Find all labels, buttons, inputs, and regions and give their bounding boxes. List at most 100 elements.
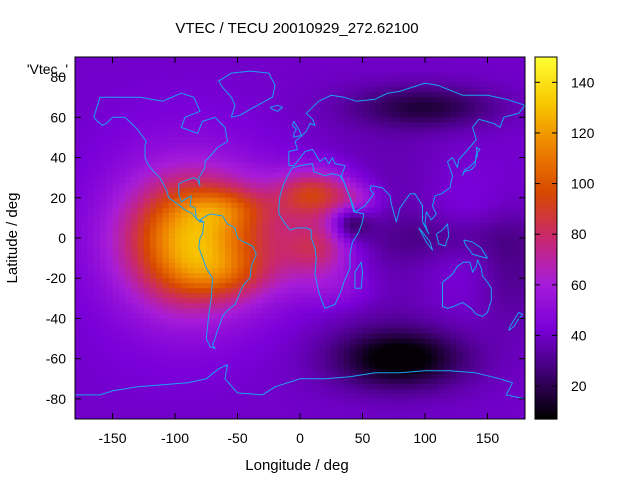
heatmap-cell <box>443 77 451 83</box>
heatmap-cell <box>356 87 364 93</box>
heatmap-cell <box>393 323 401 330</box>
heatmap-cell <box>425 167 432 174</box>
heatmap-cell <box>187 72 195 78</box>
heatmap-cell <box>268 328 276 335</box>
heatmap-cell <box>143 152 151 159</box>
heatmap-cell <box>312 127 320 134</box>
heatmap-cell <box>462 298 470 304</box>
heatmap-cell <box>443 192 451 199</box>
heatmap-cell <box>293 358 301 365</box>
heatmap-cell <box>412 102 420 108</box>
heatmap-cell <box>143 248 151 254</box>
heatmap-cell <box>425 202 432 209</box>
heatmap-cell <box>356 72 364 78</box>
heatmap-cell <box>368 212 376 219</box>
heatmap-cell <box>131 353 139 360</box>
heatmap-cell <box>143 107 151 113</box>
heatmap-cell <box>356 127 364 134</box>
heatmap-cell <box>143 278 151 284</box>
heatmap-cell <box>425 67 432 73</box>
heatmap-cell <box>456 167 464 174</box>
heatmap-cell <box>431 398 439 405</box>
heatmap-cell <box>268 333 276 340</box>
heatmap-cell <box>287 72 295 78</box>
heatmap-cell <box>393 132 401 139</box>
heatmap-cell <box>443 112 451 118</box>
heatmap-cell <box>318 222 326 229</box>
heatmap-cell <box>87 268 95 274</box>
heatmap-cell <box>493 232 501 239</box>
heatmap-cell <box>112 258 120 264</box>
heatmap-cell <box>412 207 420 214</box>
heatmap-cell <box>337 87 345 93</box>
heatmap-cell <box>406 398 414 405</box>
heatmap-cell <box>500 202 507 209</box>
heatmap-cell <box>425 323 432 330</box>
heatmap-cell <box>331 388 339 395</box>
heatmap-cell <box>193 293 201 299</box>
heatmap-cell <box>187 373 195 380</box>
heatmap-cell <box>181 202 189 209</box>
heatmap-cell <box>168 227 176 234</box>
heatmap-cell <box>331 358 339 365</box>
heatmap-cell <box>500 368 507 375</box>
heatmap-cell <box>418 323 426 330</box>
heatmap-cell <box>306 268 314 274</box>
heatmap-cell <box>200 57 207 63</box>
heatmap-cell <box>500 152 507 159</box>
heatmap-cell <box>468 258 476 264</box>
heatmap-cell <box>175 363 182 370</box>
heatmap-cell <box>137 72 145 78</box>
heatmap-cell <box>287 217 295 224</box>
heatmap-cell <box>93 283 101 289</box>
heatmap-cell <box>268 207 276 214</box>
heatmap-cell <box>187 147 195 154</box>
heatmap-cell <box>312 398 320 405</box>
heatmap-cell <box>225 177 232 184</box>
heatmap-cell <box>75 313 82 320</box>
heatmap-cell <box>325 217 332 224</box>
heatmap-cell <box>112 127 120 134</box>
heatmap-cell <box>356 187 364 194</box>
heatmap-cell <box>431 318 439 325</box>
heatmap-cell <box>287 127 295 134</box>
heatmap-cell <box>243 97 251 103</box>
heatmap-cell <box>275 243 282 249</box>
heatmap-cell <box>406 82 414 88</box>
heatmap-cell <box>150 323 157 330</box>
heatmap-cell <box>106 72 114 78</box>
heatmap-cell <box>381 217 389 224</box>
heatmap-cell <box>506 152 514 159</box>
heatmap-cell <box>187 368 195 375</box>
heatmap-cell <box>506 232 514 239</box>
heatmap-cell <box>500 393 507 400</box>
heatmap-cell <box>256 273 264 279</box>
heatmap-cell <box>412 258 420 264</box>
heatmap-cell <box>387 303 395 309</box>
heatmap-cell <box>418 368 426 375</box>
heatmap-cell <box>243 343 251 350</box>
heatmap-cell <box>325 57 332 63</box>
heatmap-cell <box>381 338 389 345</box>
heatmap-cell <box>375 72 382 78</box>
heatmap-cell <box>443 363 451 370</box>
heatmap-cell <box>331 72 339 78</box>
heatmap-cell <box>243 348 251 355</box>
heatmap-cell <box>493 97 501 103</box>
heatmap-cell <box>237 363 245 370</box>
heatmap-cell <box>456 152 464 159</box>
heatmap-cell <box>125 77 132 83</box>
heatmap-cell <box>500 172 507 179</box>
heatmap-cell <box>187 172 195 179</box>
heatmap-cell <box>287 222 295 229</box>
heatmap-cell <box>337 142 345 149</box>
heatmap-cell <box>443 293 451 299</box>
heatmap-cell <box>468 82 476 88</box>
heatmap-cell <box>268 122 276 128</box>
heatmap-cell <box>325 157 332 164</box>
heatmap-cell <box>143 62 151 68</box>
heatmap-cell <box>181 147 189 154</box>
heatmap-cell <box>81 363 89 370</box>
heatmap-cell <box>162 328 170 335</box>
heatmap-cell <box>487 258 495 264</box>
